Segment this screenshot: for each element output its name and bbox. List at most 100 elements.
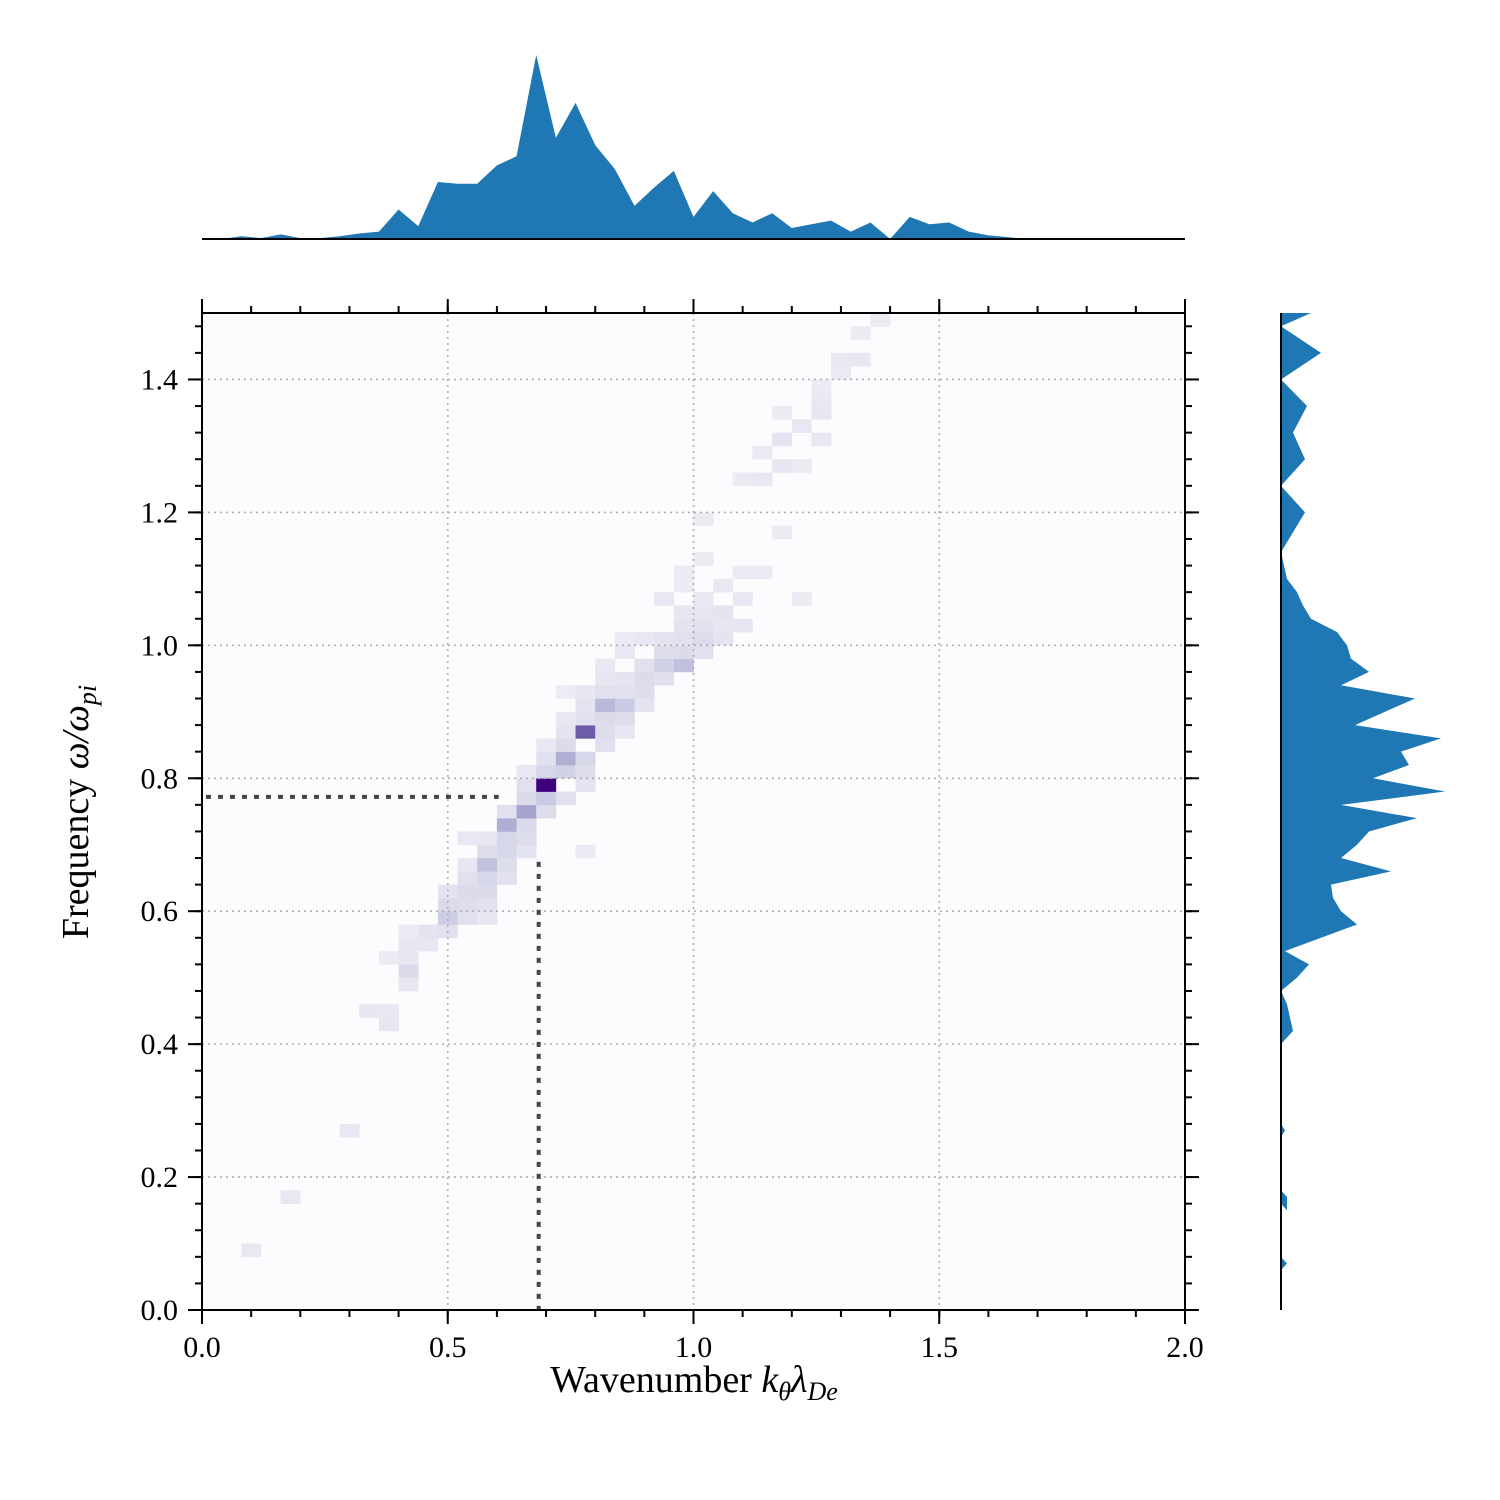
heatmap-cell — [575, 778, 596, 792]
heatmap-cell — [713, 605, 734, 620]
heatmap-cell — [654, 645, 675, 659]
heatmap-cell — [398, 964, 419, 978]
heatmap-cell — [457, 858, 478, 872]
heatmap-cell — [772, 525, 793, 540]
heatmap-cell — [654, 592, 675, 606]
heatmap-cell — [398, 951, 419, 965]
y-tick-label: 0.6 — [141, 895, 179, 928]
heatmap-cell — [555, 764, 576, 779]
heatmap-cell — [791, 419, 812, 433]
x-tick-label: 1.0 — [675, 1331, 713, 1364]
heatmap-cell — [831, 366, 852, 380]
grid-lines — [202, 313, 1185, 1310]
heatmap-cell — [752, 445, 773, 460]
heatmap-cell — [536, 764, 557, 779]
heatmap-cell — [536, 751, 557, 766]
heatmap-cell — [496, 804, 517, 819]
heatmap-cell — [673, 605, 694, 620]
y-tick-label: 0.8 — [141, 762, 179, 795]
heatmap-cell — [772, 459, 793, 473]
heatmap-cell — [772, 406, 793, 420]
heatmap-cell — [378, 1017, 399, 1032]
heatmap-cell — [516, 764, 537, 779]
heatmap-cell — [634, 658, 655, 673]
heatmap-cell — [693, 592, 714, 606]
heatmap-cell — [850, 352, 871, 367]
heatmap-cell — [614, 671, 635, 686]
heatmap-cell — [595, 711, 616, 726]
top-marginal-area — [202, 55, 1185, 239]
heatmap-cell — [555, 738, 576, 752]
heatmap-cell — [516, 844, 537, 859]
heatmap-cell — [595, 698, 616, 713]
heatmap-cell — [791, 459, 812, 473]
heatmap-cell — [437, 897, 458, 912]
heatmap-cell — [634, 632, 655, 646]
heatmap-cell — [496, 858, 517, 872]
heatmap-cell — [280, 1190, 301, 1204]
heatmap-cell — [516, 804, 537, 819]
heatmap-cell — [575, 844, 596, 859]
y-tick-label: 0.2 — [141, 1161, 179, 1194]
x-tick-label: 2.0 — [1166, 1331, 1204, 1364]
heatmap-cell — [811, 379, 832, 394]
heatmap-cell — [496, 818, 517, 832]
y-tick-label: 1.4 — [141, 363, 179, 396]
heatmap-cell — [575, 698, 596, 713]
heatmap-cell — [811, 392, 832, 407]
heatmap-cell — [693, 605, 714, 620]
heatmap-cell — [654, 632, 675, 646]
heatmap-cell — [693, 552, 714, 566]
heatmap-cell — [418, 937, 439, 952]
heatmap-cell — [555, 725, 576, 739]
heatmap-cell — [536, 738, 557, 752]
heatmap-cell — [752, 472, 773, 487]
heatmap-cell — [516, 791, 537, 806]
y-tick-label: 1.0 — [141, 629, 179, 662]
heatmap-cell — [713, 632, 734, 646]
heatmap-cell — [693, 618, 714, 633]
heatmap-cell — [575, 764, 596, 779]
heatmap-cell — [575, 711, 596, 726]
heatmap-cell — [477, 871, 498, 885]
heatmap-cell — [575, 685, 596, 699]
heatmap-cell — [772, 432, 793, 447]
heatmap-cell — [477, 844, 498, 859]
heatmap-cell — [673, 578, 694, 593]
x-tick-label: 0.5 — [429, 1331, 467, 1364]
heatmap-cell — [457, 911, 478, 925]
heatmap-cell — [398, 937, 419, 952]
heatmap-cell — [457, 884, 478, 899]
heatmap-cell — [496, 831, 517, 846]
heatmap-cell — [516, 818, 537, 832]
heatmap-cell — [791, 592, 812, 606]
heatmap-cell — [555, 685, 576, 699]
heatmap-cell — [811, 406, 832, 420]
heatmap-cell — [673, 658, 694, 673]
heatmap-cell — [713, 618, 734, 633]
heatmap-cell — [673, 618, 694, 633]
heatmap-cell — [418, 924, 439, 939]
heatmap-cell — [595, 671, 616, 686]
y-tick-label: 0.0 — [141, 1294, 179, 1327]
heatmap-cell — [673, 565, 694, 580]
heatmap-cell — [732, 618, 753, 633]
heatmap-cell — [555, 791, 576, 806]
heatmap-cell — [595, 738, 616, 752]
heatmap-cell — [654, 658, 675, 673]
heatmap-cell — [634, 671, 655, 686]
y-tick-label: 1.2 — [141, 496, 179, 529]
heatmap-cell — [496, 844, 517, 859]
heatmap-cell — [595, 725, 616, 739]
heatmap-cell — [359, 1004, 380, 1018]
heatmap-cell — [477, 884, 498, 899]
heatmap-cell — [693, 645, 714, 659]
heatmap-cell — [378, 951, 399, 965]
heatmap-cell — [575, 725, 596, 739]
heatmap-cell — [516, 778, 537, 792]
heatmap-cell — [457, 897, 478, 912]
heatmap-cells — [202, 313, 1185, 1310]
heatmap-cell — [693, 512, 714, 526]
heatmap-cell — [477, 831, 498, 846]
